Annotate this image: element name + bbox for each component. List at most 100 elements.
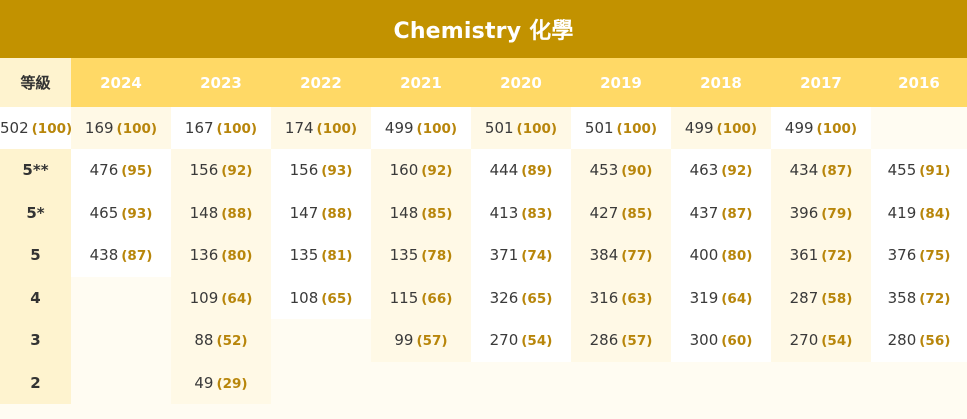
candidate-count: 413 <box>489 203 519 222</box>
candidate-count: 99 <box>394 331 414 350</box>
candidate-count: 358 <box>887 288 917 307</box>
candidate-count: 499 <box>384 119 414 137</box>
candidate-count: 434 <box>789 161 819 180</box>
candidate-count: 400 <box>689 246 719 265</box>
cumulative-percentage: (64) <box>221 290 253 307</box>
value-cell: 413 (83) <box>471 191 571 234</box>
value-cell: 135 (78) <box>371 234 471 277</box>
table-row: 4 109 (64) 108 (65) 115 (66) 326 (65) 316 (63) 319(… <box>0 276 967 319</box>
cumulative-percentage: (78) <box>421 248 453 265</box>
cumulative-percentage: (93) <box>121 205 153 222</box>
candidate-count: 319 <box>689 288 719 307</box>
table-row: 5 438 (87) 136 (80) 135 (81) 135 (78) 371 (74) 384(… <box>0 234 967 277</box>
cumulative-percentage: (100) <box>516 121 558 137</box>
value-cell <box>571 361 671 404</box>
cumulative-percentage: (54) <box>821 333 853 350</box>
table-row: 5** 476 (95) 156 (92) 156 (93) 160 (92) 444 (89) 45… <box>0 149 967 192</box>
value-cell: 502 (100) <box>0 107 71 149</box>
cumulative-percentage: (64) <box>721 290 753 307</box>
candidate-count: 135 <box>289 246 319 265</box>
candidate-count: 361 <box>789 246 819 265</box>
cumulative-percentage: (100) <box>116 121 158 137</box>
value-cell: 136 (80) <box>171 234 271 277</box>
candidate-count: 465 <box>89 203 119 222</box>
value-cell: 326 (65) <box>471 276 571 319</box>
grade-cell: 2 <box>0 361 71 404</box>
value-cell: 99 (57) <box>371 319 471 362</box>
cumulative-percentage: (100) <box>816 121 858 137</box>
candidate-count: 455 <box>887 161 917 180</box>
candidate-count: 444 <box>489 161 519 180</box>
candidate-count: 156 <box>289 161 319 180</box>
value-cell: 115 (66) <box>371 276 471 319</box>
candidate-count: 502 <box>0 119 29 137</box>
candidate-count: 499 <box>684 119 714 137</box>
cumulative-percentage: (87) <box>721 205 753 222</box>
candidate-count: 326 <box>489 288 519 307</box>
cumulative-percentage: (54) <box>521 333 553 350</box>
value-cell: 270 (54) <box>471 319 571 362</box>
value-cell <box>771 361 871 404</box>
cumulative-percentage: (85) <box>621 205 653 222</box>
candidate-count: 286 <box>589 331 619 350</box>
candidate-count: 463 <box>689 161 719 180</box>
value-cell: 455 (91) <box>871 149 967 192</box>
value-cell <box>671 361 771 404</box>
candidate-count: 437 <box>689 203 719 222</box>
table-row: 5* 465 (93) 148 (88) 147 (88) 148 (85) 413 (83) 427… <box>0 191 967 234</box>
year-header-2020: 2020 <box>471 58 571 107</box>
cumulative-percentage: (92) <box>221 163 253 180</box>
table-body: 502 (100) 169 (100) 167 (100) 174 (100) 499 (100)… <box>0 107 967 404</box>
candidate-count: 316 <box>589 288 619 307</box>
cumulative-percentage: (57) <box>416 333 448 350</box>
candidate-count: 108 <box>289 288 319 307</box>
candidate-count: 88 <box>194 331 214 350</box>
value-cell: 286 (57) <box>571 319 671 362</box>
value-cell: 384 (77) <box>571 234 671 277</box>
value-cell: 499 (100) <box>371 107 471 149</box>
value-cell: 358 (72) <box>871 276 967 319</box>
candidate-count: 419 <box>887 203 917 222</box>
cumulative-percentage: (80) <box>721 248 753 265</box>
cumulative-percentage: (88) <box>321 205 353 222</box>
value-cell: 300 (60) <box>671 319 771 362</box>
candidate-count: 109 <box>189 288 219 307</box>
value-cell <box>371 361 471 404</box>
value-cell: 169 (100) <box>71 107 171 149</box>
candidate-count: 148 <box>389 203 419 222</box>
value-cell: 148 (88) <box>171 191 271 234</box>
value-cell: 376 (75) <box>871 234 967 277</box>
value-cell <box>71 361 171 404</box>
value-cell: 156 (92) <box>171 149 271 192</box>
year-header-2016: 2016 <box>871 58 967 107</box>
value-cell: 174 (100) <box>271 107 371 149</box>
grade-cell: 5 <box>0 234 71 277</box>
cumulative-percentage: (58) <box>821 290 853 307</box>
value-cell: 463 (92) <box>671 149 771 192</box>
value-cell: 465 (93) <box>71 191 171 234</box>
value-cell: 501 (100) <box>571 107 671 149</box>
cumulative-percentage: (80) <box>221 248 253 265</box>
candidate-count: 174 <box>284 119 314 137</box>
year-header-2023: 2023 <box>171 58 271 107</box>
candidate-count: 169 <box>84 119 114 137</box>
value-cell: 135 (81) <box>271 234 371 277</box>
cumulative-percentage: (65) <box>321 290 353 307</box>
table-title: Chemistry 化學 <box>0 0 967 58</box>
table-row: 502 (100) 169 (100) 167 (100) 174 (100) 499 (100)… <box>0 107 967 149</box>
candidate-count: 136 <box>189 246 219 265</box>
value-cell: 434 (87) <box>771 149 871 192</box>
cumulative-percentage: (77) <box>621 248 653 265</box>
candidate-count: 376 <box>887 246 917 265</box>
cumulative-percentage: (60) <box>721 333 753 350</box>
candidate-count: 499 <box>784 119 814 137</box>
table-row: 2 49 (29) <box>0 361 967 404</box>
value-cell <box>271 361 371 404</box>
candidate-count: 280 <box>887 331 917 350</box>
cumulative-percentage: (93) <box>321 163 353 180</box>
cumulative-percentage: (63) <box>621 290 653 307</box>
cumulative-percentage: (29) <box>216 375 248 392</box>
candidate-count: 115 <box>389 288 419 307</box>
candidate-count: 371 <box>489 246 519 265</box>
